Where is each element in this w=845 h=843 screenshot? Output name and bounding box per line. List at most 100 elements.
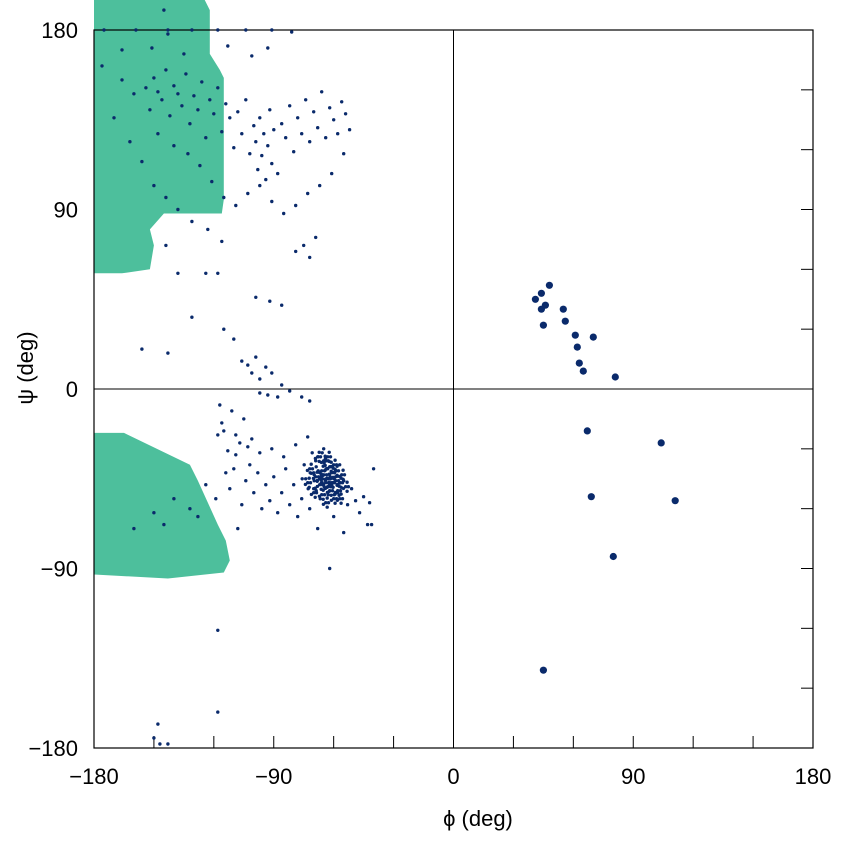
data-point [575, 359, 583, 367]
data-point [266, 46, 270, 50]
data-point [587, 493, 595, 501]
data-point [342, 473, 347, 477]
data-point [361, 495, 366, 499]
data-point [345, 480, 349, 484]
data-point [335, 473, 339, 477]
data-point [288, 389, 292, 393]
data-point [325, 496, 329, 500]
data-point [357, 511, 362, 515]
data-point [182, 52, 186, 56]
data-point [310, 451, 314, 455]
data-point [330, 489, 335, 493]
data-point [307, 476, 311, 480]
data-point [330, 465, 335, 469]
data-point [240, 503, 244, 507]
data-point [308, 507, 312, 511]
data-point [276, 395, 280, 399]
x-tick-label: 180 [795, 764, 832, 789]
data-point [317, 459, 321, 464]
data-point [226, 44, 230, 48]
data-point [365, 522, 370, 527]
data-point [561, 317, 569, 325]
data-point [212, 112, 216, 116]
data-point [322, 493, 327, 497]
data-point [184, 72, 188, 76]
data-point [232, 337, 236, 341]
data-point [244, 28, 248, 32]
data-point [232, 146, 236, 150]
data-point [166, 742, 170, 746]
data-point [317, 450, 321, 454]
data-point [172, 497, 176, 501]
data-point [329, 498, 334, 502]
data-point [204, 483, 208, 487]
data-point [313, 495, 317, 499]
data-point [322, 461, 326, 465]
data-point [254, 355, 258, 359]
data-point [309, 492, 314, 497]
data-point [327, 489, 331, 493]
data-point [312, 473, 316, 477]
data-point [326, 493, 330, 497]
data-point [312, 110, 316, 114]
data-point [270, 161, 274, 166]
data-point [331, 485, 335, 489]
data-point [256, 471, 260, 475]
allowed-region-2 [94, 432, 230, 579]
data-point [342, 530, 346, 535]
data-point [244, 98, 248, 102]
data-point [333, 458, 337, 462]
data-point [236, 526, 240, 531]
data-point [340, 100, 344, 104]
data-point [329, 460, 333, 464]
data-point [262, 132, 266, 136]
data-point [308, 399, 312, 403]
data-point [300, 395, 304, 399]
data-point [250, 437, 254, 441]
data-point [310, 467, 315, 471]
data-point [320, 90, 324, 94]
data-points [100, 8, 679, 746]
data-point [611, 373, 619, 381]
x-tick-label: −90 [255, 764, 292, 789]
data-point [270, 28, 274, 32]
data-point [339, 501, 343, 505]
data-point [323, 456, 328, 461]
data-point [300, 132, 304, 136]
data-point [196, 108, 200, 112]
axis-ticks: −180 −180 −90 −90 0 0 90 90 180 180 [28, 18, 831, 789]
data-point [322, 447, 326, 451]
data-point [164, 195, 168, 200]
data-point [339, 476, 343, 480]
data-point [343, 112, 348, 116]
data-point [276, 171, 280, 176]
data-point [324, 477, 328, 481]
data-point [314, 465, 318, 469]
data-point [152, 76, 156, 80]
data-point [335, 482, 340, 487]
data-point [216, 628, 220, 632]
data-point [292, 150, 296, 154]
data-point [307, 485, 311, 489]
data-point [238, 441, 242, 445]
data-point [339, 485, 343, 489]
x-tick-label: 90 [621, 764, 645, 789]
data-point [220, 130, 224, 134]
data-point [246, 191, 250, 196]
data-point [230, 409, 234, 413]
data-point [244, 479, 248, 483]
data-point [345, 503, 350, 507]
data-point [242, 417, 246, 421]
data-point [158, 742, 162, 746]
data-point [294, 249, 298, 254]
data-point [315, 478, 320, 483]
data-point [112, 116, 116, 120]
data-point [349, 487, 354, 491]
y-tick-label: 0 [66, 377, 78, 402]
data-point [347, 128, 352, 132]
data-point [226, 449, 230, 453]
data-point [200, 80, 204, 84]
data-point [334, 497, 339, 501]
data-point [583, 427, 591, 435]
